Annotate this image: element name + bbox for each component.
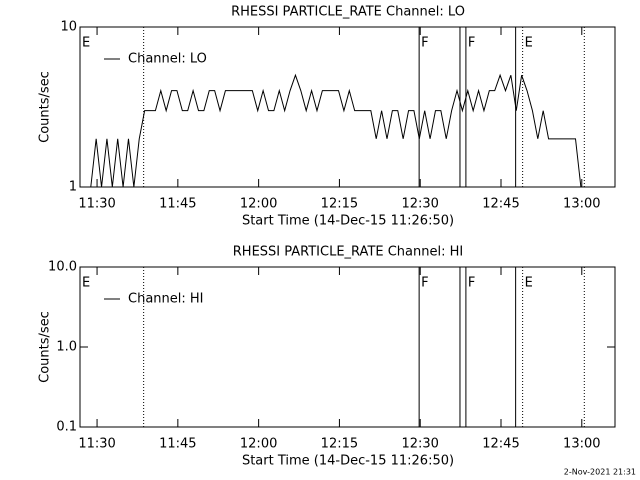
x-axis-label: Start Time (14-Dec-15 11:26:50) bbox=[242, 454, 454, 469]
plot-frame bbox=[79, 26, 616, 188]
timestamp: 2-Nov-2021 21:31 bbox=[564, 468, 636, 477]
flag-label: E bbox=[82, 276, 90, 291]
x-tick-label: 12:30 bbox=[401, 437, 438, 452]
y-tick-label: 0.1 bbox=[56, 420, 77, 435]
x-tick-label: 11:30 bbox=[78, 197, 115, 212]
flag-label: F bbox=[468, 36, 475, 51]
flag-label: F bbox=[468, 276, 475, 291]
x-tick-label: 12:45 bbox=[482, 437, 519, 452]
flag-label: F bbox=[421, 276, 428, 291]
x-tick-label: 12:30 bbox=[401, 197, 438, 212]
flag-label: E bbox=[525, 36, 533, 51]
y-tick-label: 10.0 bbox=[48, 260, 77, 275]
x-tick-label: 12:00 bbox=[240, 197, 277, 212]
x-tick-label: 11:45 bbox=[159, 197, 196, 212]
data-line bbox=[90, 73, 582, 188]
y-tick-label: 1.0 bbox=[56, 340, 77, 355]
chart-title: RHESSI PARTICLE_RATE Channel: HI bbox=[233, 245, 463, 260]
y-axis-label: Counts/sec bbox=[38, 311, 53, 383]
x-tick-label: 13:00 bbox=[563, 197, 600, 212]
x-tick-label: 12:15 bbox=[321, 437, 358, 452]
y-tick-label: 1 bbox=[69, 180, 77, 195]
y-tick-label: 10 bbox=[60, 20, 77, 35]
flag-label: E bbox=[82, 36, 90, 51]
legend-label: Channel: HI bbox=[128, 292, 204, 307]
x-tick-label: 12:45 bbox=[482, 197, 519, 212]
x-tick-label: 11:45 bbox=[159, 437, 196, 452]
x-tick-label: 12:15 bbox=[321, 197, 358, 212]
chart-title: RHESSI PARTICLE_RATE Channel: LO bbox=[231, 5, 465, 20]
y-axis-label: Counts/sec bbox=[38, 71, 53, 143]
flag-label: F bbox=[421, 36, 428, 51]
flag-label: E bbox=[525, 276, 533, 291]
legend-label: Channel: LO bbox=[128, 52, 207, 67]
x-tick-label: 11:30 bbox=[78, 437, 115, 452]
x-tick-label: 13:00 bbox=[563, 437, 600, 452]
x-tick-label: 12:00 bbox=[240, 437, 277, 452]
x-axis-label: Start Time (14-Dec-15 11:26:50) bbox=[242, 214, 454, 229]
